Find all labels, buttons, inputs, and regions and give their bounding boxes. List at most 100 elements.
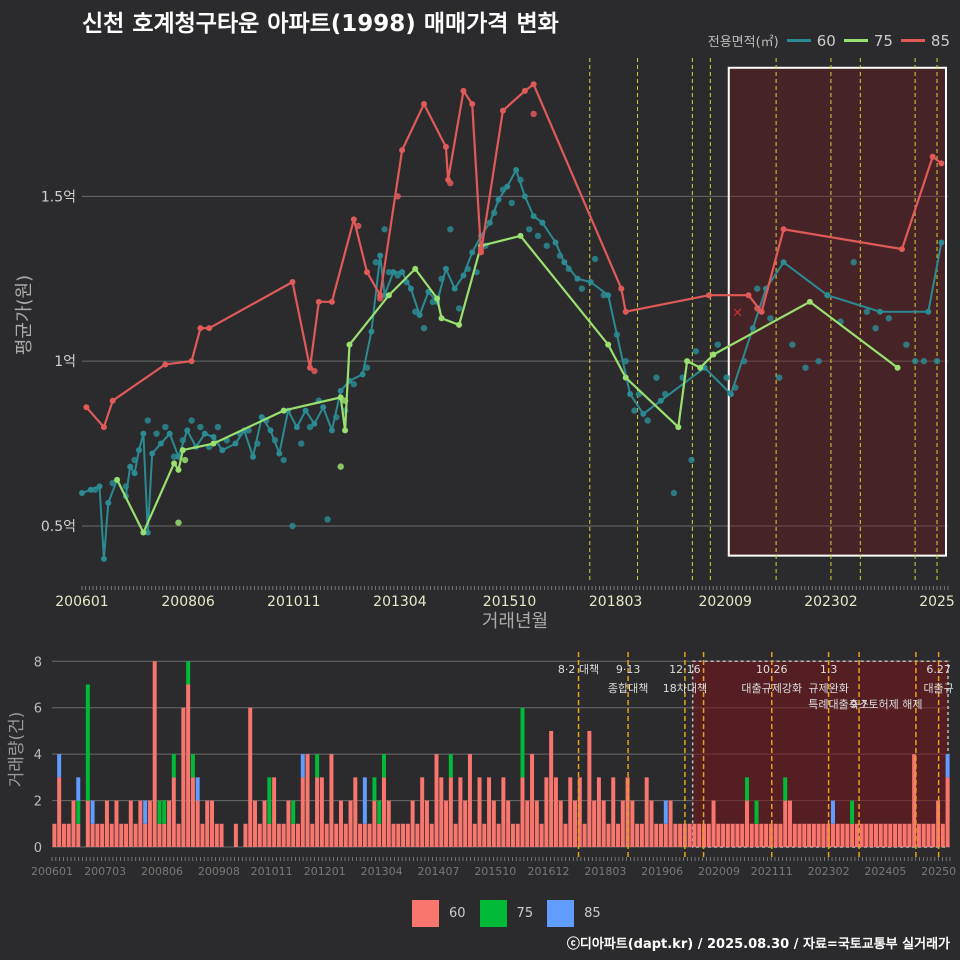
volume-bar-60 <box>745 800 749 847</box>
volume-bar-75 <box>267 777 272 824</box>
price-line-point-60 <box>87 486 94 493</box>
volume-bar-60 <box>654 823 659 847</box>
price-point-60 <box>903 341 910 348</box>
price-line-point-85 <box>289 279 296 286</box>
volume-xtick-label: 202111 <box>751 865 793 878</box>
price-point-60 <box>162 423 169 431</box>
price-line-point-75 <box>684 358 691 365</box>
price-line-point-85 <box>469 101 476 108</box>
price-line-point-85 <box>938 160 945 167</box>
price-point-60 <box>197 423 204 431</box>
volume-y-axis-title: 거래량(건) <box>7 712 27 788</box>
volume-bar-60 <box>310 823 315 847</box>
volume-bar-85 <box>76 777 81 801</box>
price-point-60 <box>372 259 379 266</box>
price-line-point-85 <box>197 325 204 332</box>
volume-bar-60 <box>386 800 391 847</box>
volume-bar-75 <box>190 754 195 778</box>
legend-item-60: 60 <box>786 31 836 50</box>
price-xtick-label: 200601 <box>55 594 108 610</box>
price-point-60 <box>688 456 695 464</box>
volume-xtick-label: 200908 <box>198 865 240 878</box>
volume-bar-60 <box>787 800 792 847</box>
price-line-point-60 <box>131 470 138 477</box>
volume-bar-60 <box>233 823 238 847</box>
price-line-point-85 <box>206 325 213 332</box>
volume-bar-60 <box>902 823 907 847</box>
volume-bar-60 <box>592 800 597 847</box>
volume-bar-60 <box>52 823 57 847</box>
volume-bar-75 <box>754 800 759 824</box>
volume-ytick-label: 8 <box>34 655 42 670</box>
legend-swatch-85 <box>900 39 925 42</box>
volume-bar-60 <box>162 823 167 847</box>
price-line-point-60 <box>136 447 143 454</box>
price-line-point-60 <box>149 450 156 457</box>
volume-bar-85 <box>57 754 62 778</box>
price-line-point-85 <box>898 246 905 253</box>
price-line-point-85 <box>618 285 625 292</box>
legend-label-60: 60 <box>816 31 836 50</box>
volume-bar-60 <box>405 823 410 847</box>
price-point-60 <box>631 407 638 414</box>
price-point-75 <box>175 519 182 526</box>
volume-bar-60 <box>740 823 745 847</box>
volume-bar-60 <box>630 800 635 847</box>
volume-bar-60 <box>520 777 525 847</box>
price-point-60 <box>850 259 857 266</box>
legend-label-75: 75 <box>873 31 893 50</box>
volume-bar-60 <box>907 823 912 847</box>
volume-bar-60 <box>783 800 788 847</box>
volume-bar-60 <box>725 823 730 847</box>
volume-legend: 60 75 85 <box>412 900 601 927</box>
price-line-point-85 <box>83 404 90 411</box>
price-point-60 <box>394 272 401 279</box>
price-xtick-label: 201803 <box>589 594 642 610</box>
legend-swatch-60 <box>786 39 811 42</box>
price-point-60 <box>289 522 296 530</box>
volume-bar-60 <box>381 777 386 847</box>
price-line-point-60 <box>486 219 493 226</box>
price-line-point-60 <box>368 328 375 335</box>
price-line-point-75 <box>175 466 182 473</box>
price-line-point-60 <box>877 308 884 315</box>
volume-bar-85 <box>663 800 668 824</box>
volume-bar-60 <box>807 823 812 847</box>
price-line-point-60 <box>416 312 423 318</box>
volume-bar-60 <box>940 823 945 847</box>
price-point-60 <box>306 423 314 431</box>
volume-bar-60 <box>210 800 215 847</box>
volume-bar-60 <box>157 823 162 847</box>
price-line-point-60 <box>780 259 787 266</box>
volume-bar-60 <box>716 823 721 847</box>
volume-bar-60 <box>883 823 888 847</box>
volume-bar-60 <box>167 800 172 847</box>
volume-bar-60 <box>888 823 893 847</box>
volume-bar-60 <box>491 800 496 847</box>
volume-bar-60 <box>921 823 926 847</box>
volume-bar-85 <box>195 777 200 801</box>
volume-bar-60 <box>893 823 898 847</box>
volume-bar-85 <box>830 800 835 824</box>
volume-bar-60 <box>768 823 773 847</box>
price-point-60 <box>920 357 928 365</box>
volume-bar-60 <box>596 777 601 847</box>
volume-bar-60 <box>792 823 797 847</box>
price-line-point-75 <box>342 427 349 434</box>
price-point-60 <box>911 357 919 365</box>
policy-annotation: 12·16 <box>669 663 701 676</box>
price-point-60 <box>526 226 533 233</box>
price-line-point-60 <box>302 407 309 414</box>
price-line-point-75 <box>710 351 717 358</box>
volume-bar-60 <box>329 754 334 847</box>
volume-bar-75 <box>783 777 788 801</box>
price-line-point-75 <box>456 321 463 328</box>
price-point-60 <box>324 516 331 523</box>
volume-bar-60 <box>601 800 606 847</box>
volume-xtick-label: 201304 <box>361 865 403 878</box>
volume-bar-60 <box>343 823 348 847</box>
price-line-point-85 <box>521 87 528 94</box>
volume-bar-60 <box>410 800 415 847</box>
volume-bar-75 <box>315 754 320 778</box>
volume-bar-85 <box>143 800 148 824</box>
